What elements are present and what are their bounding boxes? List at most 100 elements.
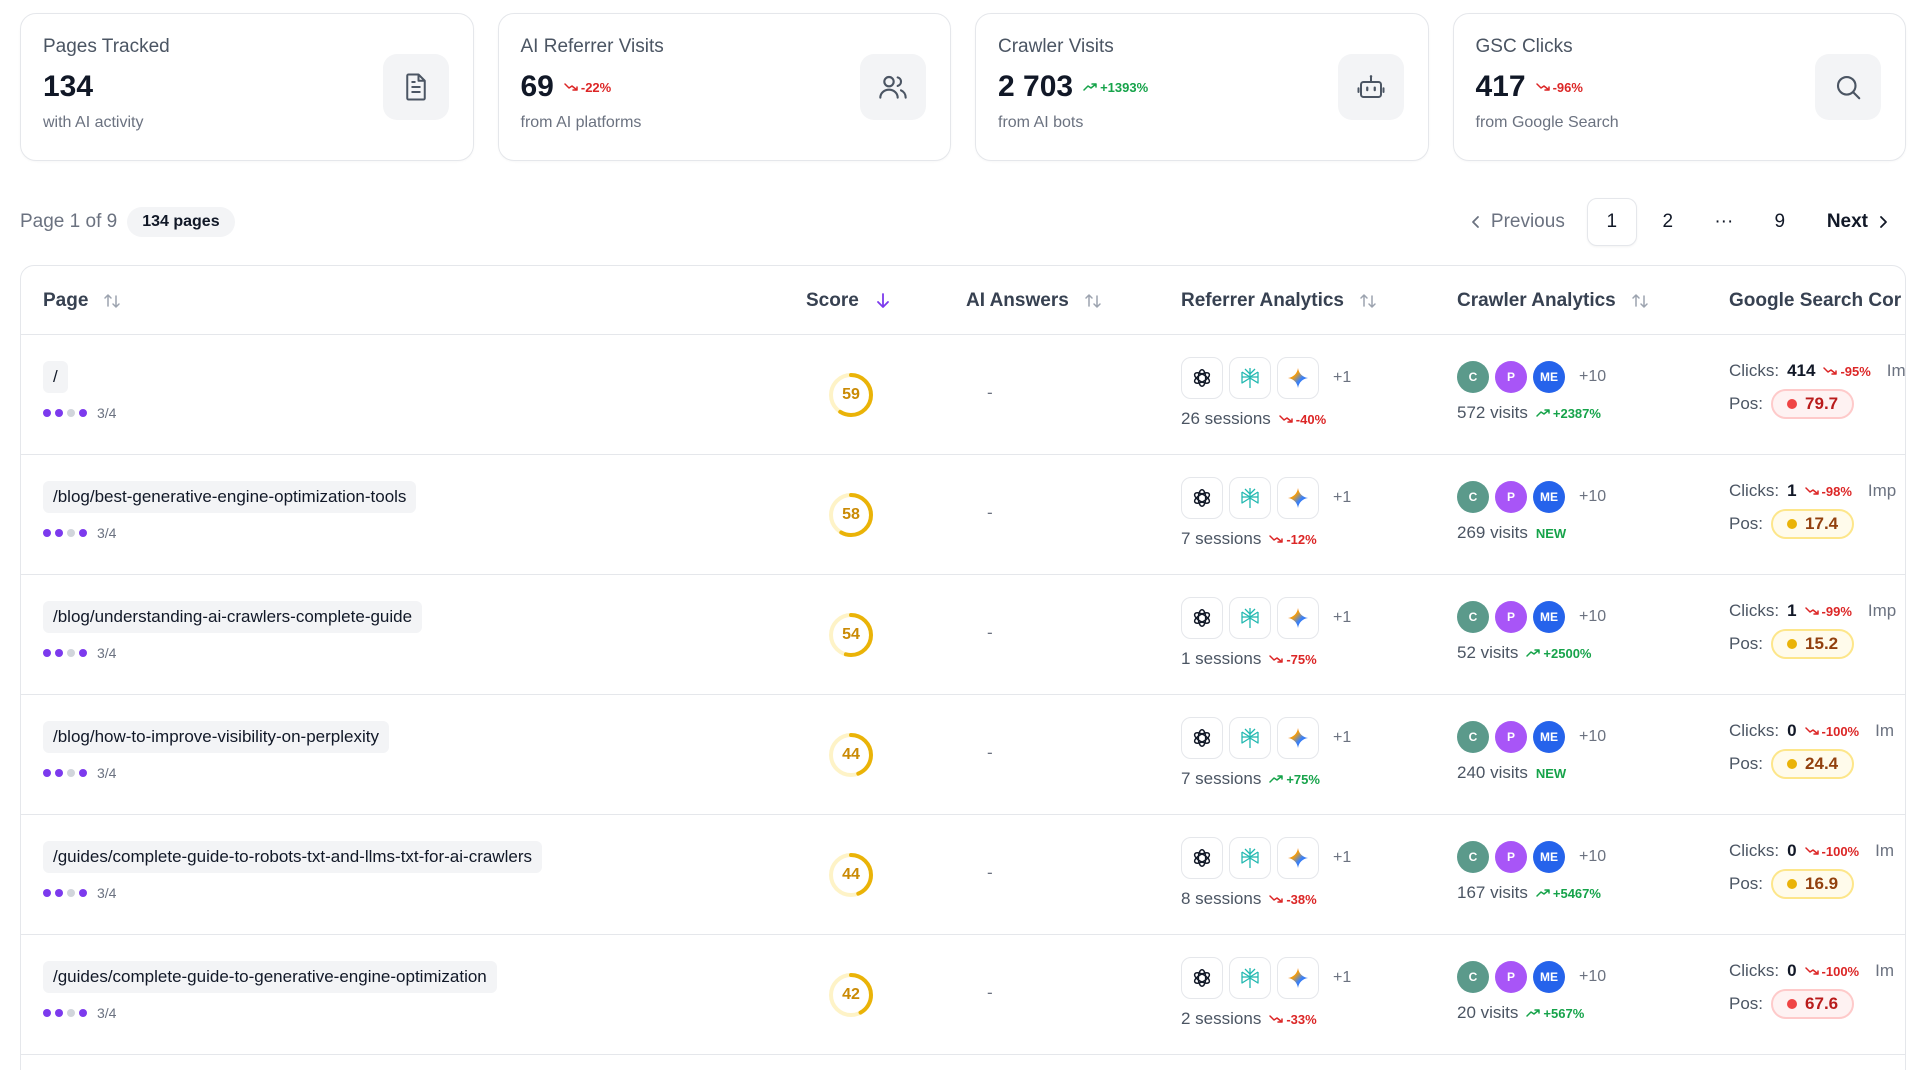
trend-up-icon <box>1536 409 1550 417</box>
page-path[interactable]: /blog/how-to-improve-visibility-on-perpl… <box>43 721 389 753</box>
visits-count: 167 visits <box>1457 883 1528 902</box>
crawler-avatar[interactable]: C <box>1457 961 1489 993</box>
visits-count: 240 visits <box>1457 763 1528 782</box>
referrer-cell: +1 7 sessions -12% <box>1181 477 1351 549</box>
openai-icon[interactable] <box>1181 597 1223 639</box>
gemini-icon[interactable] <box>1277 357 1319 399</box>
stat-cards: Pages Tracked 134 with AI activity AI Re… <box>20 13 1906 161</box>
more-referrers[interactable]: +1 <box>1333 489 1352 506</box>
column-header-crawler-analytics[interactable]: Crawler Analytics <box>1457 266 1650 335</box>
pagination-bar: Page 1 of 9 134 pages Previous 1 2 ··· 9… <box>20 198 1906 246</box>
gemini-icon[interactable] <box>1277 717 1319 759</box>
column-header-ai-answers[interactable]: AI Answers <box>966 266 1103 335</box>
openai-icon[interactable] <box>1181 837 1223 879</box>
perplexity-icon[interactable] <box>1229 597 1271 639</box>
crawler-avatar[interactable]: P <box>1495 961 1527 993</box>
table-row[interactable]: /guides/complete-guide-to-generative-eng… <box>21 935 1905 1055</box>
sessions-count: 8 sessions <box>1181 889 1262 908</box>
trend-down-icon <box>1823 367 1838 375</box>
page-path[interactable]: /guides/complete-guide-to-robots-txt-and… <box>43 841 542 873</box>
crawler-avatar[interactable]: ME <box>1533 721 1565 753</box>
sessions-delta-value: -33% <box>1286 1011 1317 1027</box>
perplexity-icon[interactable] <box>1229 357 1271 399</box>
more-crawlers[interactable]: +10 <box>1579 968 1607 985</box>
more-referrers[interactable]: +1 <box>1333 969 1352 986</box>
crawler-avatar[interactable]: P <box>1495 601 1527 633</box>
column-header-google-search-console[interactable]: Google Search Cor <box>1729 266 1905 335</box>
openai-icon[interactable] <box>1181 357 1223 399</box>
column-header-referrer-analytics[interactable]: Referrer Analytics <box>1181 266 1378 335</box>
page-button-2[interactable]: 2 <box>1662 211 1674 232</box>
next-page-button[interactable]: Next <box>1811 198 1906 246</box>
page-path[interactable]: / <box>43 361 68 393</box>
page-button-1[interactable]: 1 <box>1586 198 1637 246</box>
more-crawlers[interactable]: +10 <box>1579 728 1607 745</box>
crawler-avatar[interactable]: ME <box>1533 481 1565 513</box>
crawler-avatar[interactable]: ME <box>1533 961 1565 993</box>
coverage-dot <box>79 529 87 537</box>
crawler-avatar[interactable]: C <box>1457 721 1489 753</box>
ai-answers-value: - <box>987 863 993 882</box>
clicks-delta-value: -98% <box>1821 483 1852 499</box>
card-value: 2 703 <box>998 70 1074 103</box>
crawler-avatar[interactable]: ME <box>1533 361 1565 393</box>
more-referrers[interactable]: +1 <box>1333 369 1352 386</box>
table-row[interactable]: / 3/4 59 - +1 26 <box>21 335 1905 455</box>
next-label: Next <box>1826 211 1868 232</box>
page-button-9[interactable]: 9 <box>1774 211 1786 232</box>
gemini-icon[interactable] <box>1277 477 1319 519</box>
table-row[interactable]: /guides/complete-guide-to-robots-txt-and… <box>21 815 1905 935</box>
crawler-avatar[interactable]: C <box>1457 361 1489 393</box>
more-referrers[interactable]: +1 <box>1333 849 1352 866</box>
gemini-icon[interactable] <box>1277 957 1319 999</box>
table-row[interactable]: /blog/how-to-improve-visibility-on-perpl… <box>21 695 1905 815</box>
more-crawlers[interactable]: +10 <box>1579 368 1607 385</box>
table-row[interactable]: /blog/best-generative-engine-optimizatio… <box>21 455 1905 575</box>
crawler-avatar[interactable]: P <box>1495 481 1527 513</box>
column-header-score[interactable]: Score <box>806 266 893 335</box>
column-label: Crawler Analytics <box>1457 289 1616 311</box>
trend-down-icon <box>564 83 578 91</box>
perplexity-icon[interactable] <box>1229 957 1271 999</box>
score-value: 59 <box>842 386 860 403</box>
trend-down-icon <box>1804 727 1819 735</box>
page-path[interactable]: /blog/understanding-ai-crawlers-complete… <box>43 601 423 633</box>
crawler-avatar[interactable]: P <box>1495 361 1527 393</box>
column-header-page[interactable]: Page <box>43 266 122 335</box>
more-crawlers[interactable]: +10 <box>1579 848 1607 865</box>
table-row[interactable]: /blog/understanding-ai-crawlers-complete… <box>21 575 1905 695</box>
perplexity-icon[interactable] <box>1229 837 1271 879</box>
page-path[interactable]: /blog/best-generative-engine-optimizatio… <box>43 481 417 513</box>
page-path[interactable]: /guides/complete-guide-to-generative-eng… <box>43 961 497 993</box>
sessions-delta: -75% <box>1269 652 1317 667</box>
crawler-avatar[interactable]: C <box>1457 601 1489 633</box>
more-referrers[interactable]: +1 <box>1333 729 1352 746</box>
crawler-avatar[interactable]: C <box>1457 841 1489 873</box>
impressions-label: Im <box>1875 721 1894 740</box>
clicks-label: Clicks: <box>1729 961 1780 980</box>
crawler-avatar[interactable]: ME <box>1533 841 1565 873</box>
coverage-dot <box>43 649 51 657</box>
more-crawlers[interactable]: +10 <box>1579 608 1607 625</box>
perplexity-icon[interactable] <box>1229 477 1271 519</box>
coverage-dot <box>67 889 75 897</box>
gemini-icon[interactable] <box>1277 837 1319 879</box>
openai-icon[interactable] <box>1181 477 1223 519</box>
crawler-avatar[interactable]: P <box>1495 841 1527 873</box>
crawler-avatar[interactable]: P <box>1495 721 1527 753</box>
openai-icon[interactable] <box>1181 717 1223 759</box>
openai-icon[interactable] <box>1181 957 1223 999</box>
more-referrers[interactable]: +1 <box>1333 609 1352 626</box>
card-title: Pages Tracked <box>43 36 170 57</box>
crawler-avatar[interactable]: C <box>1457 481 1489 513</box>
gemini-icon[interactable] <box>1277 597 1319 639</box>
crawler-avatar[interactable]: ME <box>1533 601 1565 633</box>
more-crawlers[interactable]: +10 <box>1579 488 1607 505</box>
previous-page-button[interactable]: Previous <box>1453 198 1581 246</box>
perplexity-icon[interactable] <box>1229 717 1271 759</box>
coverage-indicator: 3/4 <box>43 645 422 661</box>
clicks-delta: -99% <box>1804 604 1852 619</box>
table-header: Page Score AI Answers Referrer Analytics… <box>21 266 1905 335</box>
coverage-dot <box>55 769 63 777</box>
sessions-count: 2 sessions <box>1181 1009 1262 1028</box>
